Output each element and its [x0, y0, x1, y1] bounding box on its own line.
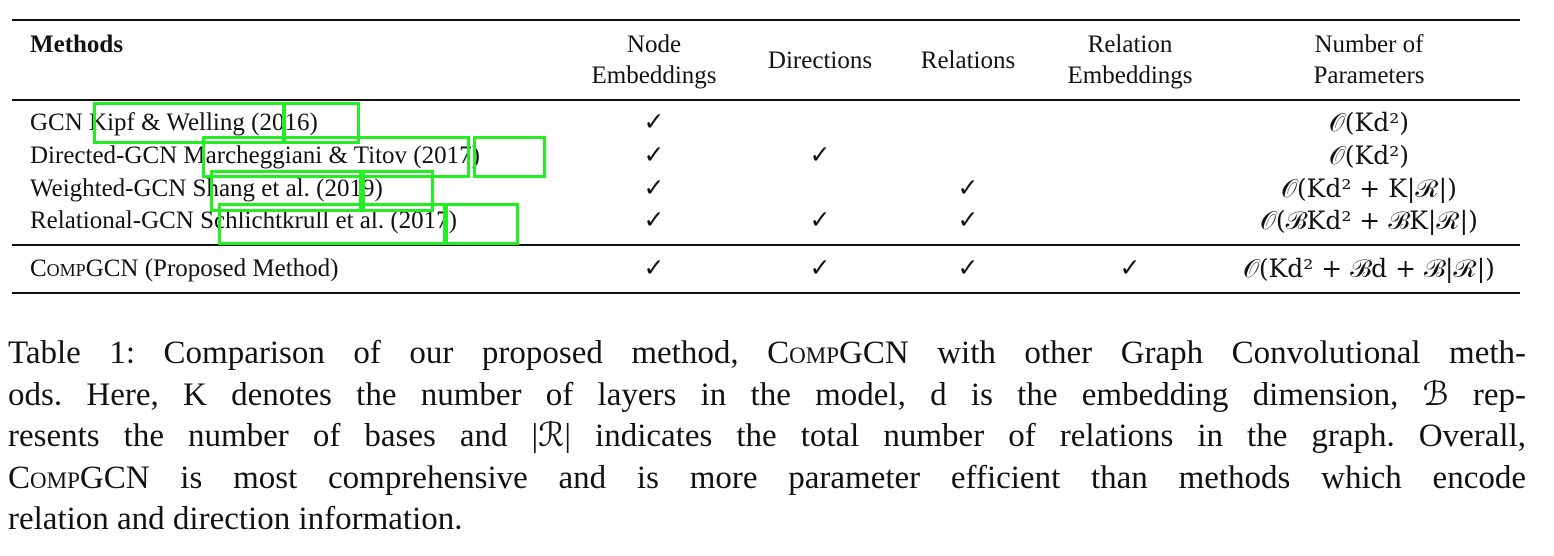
- header-params-line1: Number of: [1314, 31, 1424, 58]
- header-relation-embeddings-line1: Relation: [1087, 31, 1173, 58]
- row-relemb-check: ✓: [1119, 255, 1141, 282]
- table-top-rule: [12, 19, 1520, 21]
- citation-highlight-box: [473, 136, 546, 178]
- table-header-rule: [12, 99, 1520, 101]
- row-rel-check: ✓: [957, 255, 979, 282]
- header-relation-embeddings-line2: Embeddings: [1067, 62, 1193, 89]
- row-method: CompGCN (Proposed Method): [30, 254, 338, 284]
- row-params: 𝒪(Kd² + K|ℛ|): [1281, 174, 1457, 203]
- header-params-line2: Parameters: [1313, 62, 1425, 89]
- compgcn-name: CompGCN: [767, 335, 909, 371]
- row-dir-check: ✓: [809, 255, 831, 282]
- header-relations: Relations: [920, 47, 1016, 74]
- caption-text: with other Graph Convolutional meth-: [908, 335, 1526, 371]
- header-number-of-parameters: Number of Parameters: [1313, 29, 1424, 91]
- table-mid-rule: [12, 244, 1520, 246]
- row-params: 𝒪(Kd²): [1329, 108, 1409, 137]
- row-method: Directed-GCN Marcheggiani & Titov (2017): [30, 142, 480, 169]
- caption-line: Table 1: Comparison of our proposed meth…: [8, 333, 1526, 375]
- row-node-check: ✓: [643, 109, 665, 136]
- caption-line: ods. Here, K denotes the number of layer…: [8, 376, 1526, 413]
- table-bottom-rule: [12, 292, 1520, 294]
- row-rel-check: ✓: [957, 175, 979, 202]
- caption-text: is most comprehensive and is more parame…: [149, 459, 1526, 496]
- row-dir-check: ✓: [809, 207, 831, 234]
- row-params: 𝒪(ℬKd² + ℬK|ℛ|): [1260, 206, 1478, 235]
- proposed-suffix: (Proposed Method): [138, 255, 339, 282]
- row-node-check: ✓: [643, 175, 665, 202]
- header-node-embeddings-line2: Embeddings: [591, 62, 717, 89]
- caption-line: resents the number of bases and |ℛ| indi…: [8, 418, 1526, 454]
- row-method: GCN Kipf & Welling (2016): [30, 109, 318, 136]
- header-node-embeddings: Node Embeddings: [592, 29, 717, 91]
- compgcn-name: CompGCN: [30, 255, 139, 282]
- row-params: 𝒪(Kd²): [1329, 141, 1409, 170]
- row-node-check: ✓: [643, 207, 665, 234]
- header-relation-embeddings: Relation Embeddings: [1068, 29, 1193, 91]
- row-node-check: ✓: [643, 142, 665, 169]
- caption-text: Table 1: Comparison of our proposed meth…: [8, 335, 768, 371]
- compgcn-name: CompGCN: [8, 459, 150, 496]
- header-directions: Directions: [767, 47, 873, 74]
- header-methods: Methods: [30, 31, 124, 58]
- caption-line: relation and direction information.: [8, 501, 463, 537]
- table-caption: Table 1: Comparison of our proposed meth…: [8, 333, 1526, 541]
- caption-line: CompGCN is most comprehensive and is mor…: [8, 458, 1526, 500]
- row-node-check: ✓: [643, 255, 665, 282]
- row-dir-check: ✓: [809, 142, 831, 169]
- row-method: Relational-GCN Schlichtkrull et al. (201…: [30, 207, 457, 234]
- row-params: 𝒪(Kd² + ℬd + ℬ|ℛ|): [1243, 254, 1495, 283]
- row-method: Weighted-GCN Shang et al. (2019): [30, 175, 383, 202]
- header-node-embeddings-line1: Node: [626, 31, 682, 58]
- row-rel-check: ✓: [957, 207, 979, 234]
